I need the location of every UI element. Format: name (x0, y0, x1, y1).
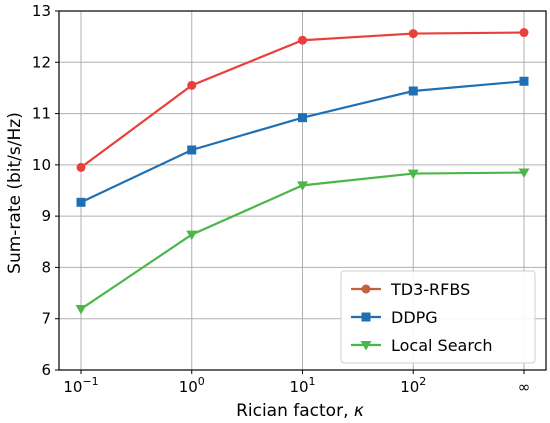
series-2 (75, 168, 530, 315)
legend-marker-1 (361, 312, 371, 322)
series-1-point-2 (298, 113, 307, 123)
legend-label-0: TD3-RFBS (390, 280, 470, 299)
x-tick-label-4: ∞ (518, 378, 531, 396)
series-0-point-1 (187, 80, 197, 90)
x-tick-exp-2: 1 (309, 375, 316, 388)
series-0-point-4 (519, 28, 529, 38)
x-axis-label-text: Rician factor, (236, 401, 354, 421)
x-tick-base-0: 10 (63, 378, 82, 396)
series-1-point-0 (76, 197, 86, 207)
x-tick-label-2: 101 (289, 375, 315, 396)
y-tick-label-4: 10 (32, 156, 51, 174)
y-axis-label: Sum-rate (bit/s/Hz) (5, 112, 25, 274)
series-2-point-0 (75, 304, 87, 315)
y-tick-label-2: 8 (41, 258, 51, 276)
y-tick-label-3: 9 (41, 207, 51, 225)
x-axis: 10−1 100 101 102 ∞ (63, 370, 530, 396)
x-tick-base-4: ∞ (518, 378, 531, 396)
x-axis-label: Rician factor, κ (236, 401, 364, 421)
series-0-point-3 (408, 29, 418, 39)
x-tick-exp-3: 2 (419, 375, 426, 388)
legend-box (340, 270, 536, 364)
series-1-point-4 (519, 76, 529, 86)
y-axis: 6 7 8 9 10 11 12 13 (32, 2, 59, 379)
legend: TD3-RFBS DDPG Local Search (340, 270, 536, 364)
legend-label-1: DDPG (391, 308, 438, 327)
x-tick-label-0: 10−1 (63, 375, 98, 396)
series-2-point-4 (518, 168, 530, 179)
x-tick-base-1: 10 (179, 378, 198, 396)
y-tick-label-7: 13 (32, 2, 51, 20)
y-tick-label-5: 11 (32, 105, 51, 123)
series-0 (76, 28, 529, 172)
y-tick-label-0: 6 (41, 361, 51, 379)
series-0-point-2 (298, 35, 307, 45)
x-tick-exp-0: −1 (82, 375, 98, 388)
legend-marker-2 (360, 341, 372, 351)
legend-label-2: Local Search (391, 336, 493, 355)
series-1-point-1 (187, 145, 197, 155)
y-tick-label-6: 12 (32, 53, 51, 71)
y-tick-label-1: 7 (41, 310, 51, 328)
x-tick-label-3: 102 (400, 375, 426, 396)
series-2-point-2 (297, 181, 308, 191)
series-layer (75, 28, 530, 315)
x-tick-base-3: 10 (400, 378, 419, 396)
series-2-point-1 (186, 230, 198, 241)
series-0-point-0 (76, 162, 86, 172)
series-1-point-3 (408, 86, 418, 96)
legend-marker-0 (361, 284, 371, 294)
series-2-point-3 (407, 169, 419, 180)
x-tick-label-1: 100 (179, 375, 205, 396)
x-tick-exp-1: 0 (198, 375, 205, 388)
x-axis-label-symbol: κ (354, 401, 364, 421)
x-tick-base-2: 10 (289, 378, 308, 396)
series-1 (76, 76, 529, 207)
